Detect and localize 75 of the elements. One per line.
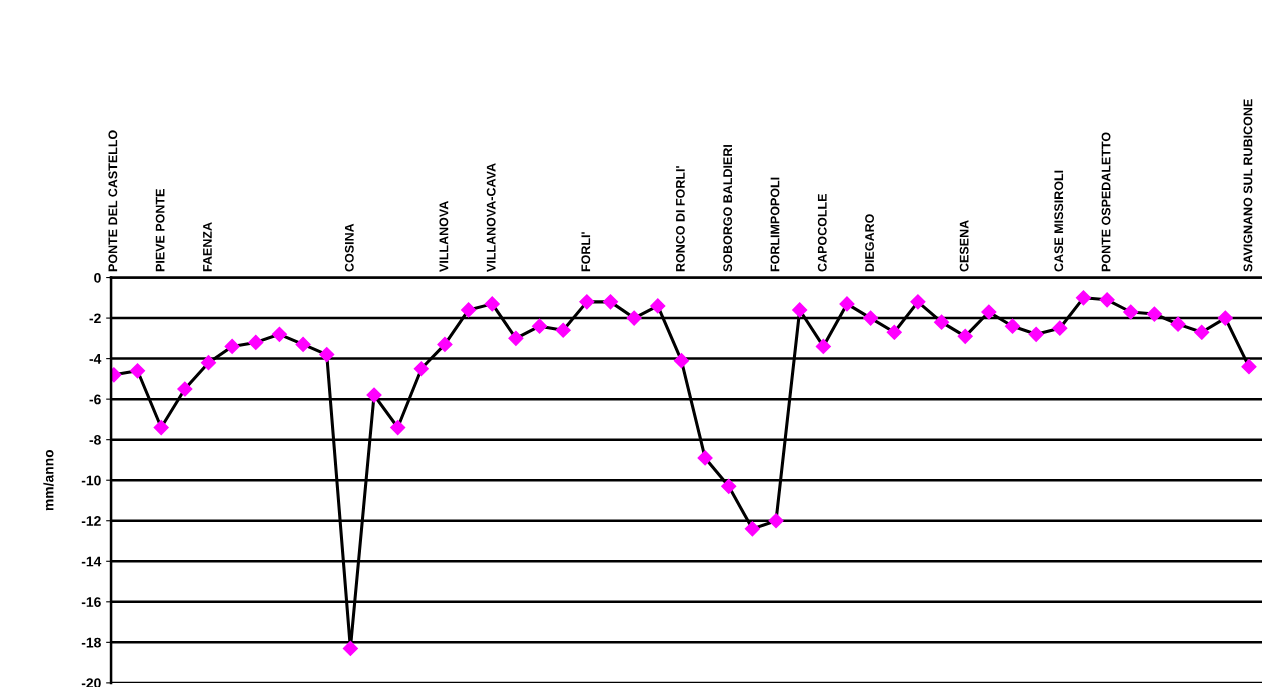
- x-tick-label: SOBORGO BALDIERI: [723, 145, 733, 272]
- point: [673, 353, 690, 369]
- y-tick-label: -6: [89, 394, 101, 405]
- point: [461, 302, 477, 318]
- point: [366, 387, 382, 403]
- y-tick-label: -18: [81, 637, 101, 648]
- point: [295, 336, 311, 352]
- point: [721, 478, 737, 494]
- y-tick-label: 0: [94, 272, 101, 283]
- point: [910, 294, 926, 310]
- point: [602, 294, 619, 310]
- point: [1028, 326, 1044, 342]
- x-tick-label: FORLI': [581, 232, 591, 272]
- y-tick-label: -12: [81, 516, 101, 526]
- point: [1170, 316, 1186, 332]
- point: [1241, 359, 1257, 375]
- point: [342, 640, 358, 656]
- point: [1146, 306, 1162, 322]
- y-tick-label: -4: [89, 354, 102, 364]
- point: [626, 310, 642, 326]
- point: [508, 330, 524, 346]
- x-tick-label: CESENA: [959, 220, 969, 272]
- y-tick-label: -2: [89, 313, 101, 324]
- x-tick-label: PIEVE PONTE: [155, 189, 165, 272]
- point: [177, 381, 193, 397]
- y-axis-title: mm/anno: [43, 449, 54, 511]
- point: [579, 294, 595, 310]
- point: [1194, 324, 1210, 340]
- x-tick-label: CASE MISSIROLI: [1054, 170, 1064, 272]
- x-tick-label: VILLANOVA: [439, 201, 449, 272]
- point: [863, 310, 879, 326]
- y-tick-label: -8: [89, 435, 101, 445]
- point: [1004, 318, 1021, 334]
- point: [555, 322, 571, 338]
- x-tick-label: VILLANOVA-CAVA: [486, 163, 496, 272]
- point: [1075, 290, 1092, 306]
- point: [1052, 320, 1068, 336]
- point: [531, 318, 548, 334]
- point: [437, 336, 453, 352]
- x-tick-label: FAENZA: [203, 222, 212, 272]
- x-tick-label: FORLIMPOPOLI: [770, 177, 780, 272]
- x-tick-label: COSINA: [344, 223, 354, 272]
- point: [957, 328, 973, 344]
- x-tick-label: CAPOCOLLE: [817, 194, 827, 272]
- x-tick-label: SAVIGNANO SUL RUBICONE: [1243, 99, 1253, 272]
- point: [1123, 304, 1139, 320]
- point: [650, 298, 666, 314]
- point: [1217, 310, 1233, 326]
- point: [129, 363, 146, 379]
- point: [271, 326, 287, 342]
- point: [224, 338, 240, 355]
- point: [934, 314, 950, 330]
- point: [768, 513, 784, 529]
- point: [319, 346, 335, 363]
- y-tick-label: -10: [81, 475, 101, 486]
- point: [792, 302, 808, 318]
- x-tick-label: PONTE DEL CASTELLO: [108, 130, 118, 272]
- point: [1099, 292, 1115, 308]
- point: [153, 419, 169, 436]
- point: [484, 296, 500, 312]
- point: [815, 338, 831, 355]
- y-tick-label: -14: [81, 556, 102, 567]
- point: [413, 361, 429, 377]
- point: [744, 521, 760, 537]
- x-tick-label: PONTE OSPEDALETTO: [1101, 132, 1111, 272]
- point: [248, 334, 264, 350]
- x-tick-label: DIEGARO: [865, 214, 874, 272]
- y-tick-label: -16: [81, 597, 101, 607]
- point: [697, 450, 713, 466]
- point: [839, 296, 855, 312]
- x-tick-label: RONCO DI FORLI': [675, 166, 685, 272]
- point: [390, 419, 406, 436]
- point: [886, 324, 902, 340]
- point: [981, 304, 997, 320]
- point: [200, 355, 217, 371]
